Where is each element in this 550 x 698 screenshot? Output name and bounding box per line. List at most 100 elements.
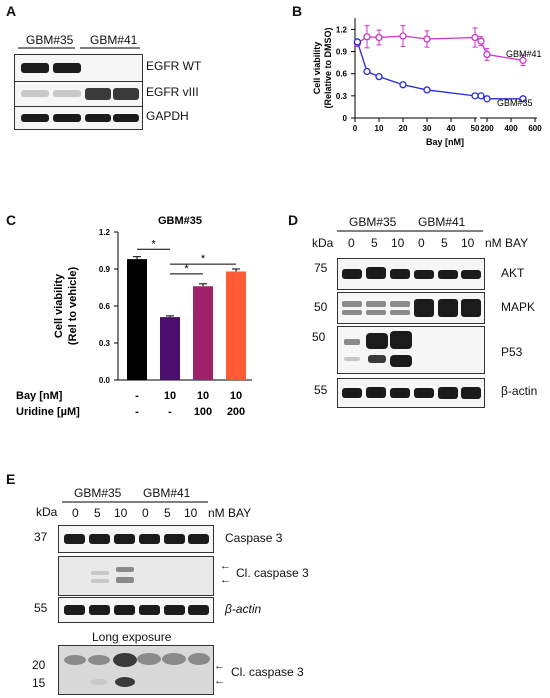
panel-c-bar-chart: GBM#35 0.0 0.3 0.6 0.9 1.2 Cell viability (Rel … [16, 215, 252, 418]
panel-b-series-line [356, 41, 476, 97]
panel-e-group-1: GBM#35 [74, 486, 122, 500]
panel-e-row-cl-caspase3: Cl. caspase 3 [236, 566, 309, 580]
panel-d-marker-75: 75 [314, 261, 328, 275]
panel-e-marker-37: 37 [34, 530, 48, 544]
panel-e-dose-4: 0 [142, 506, 149, 520]
panel-d-blot-akt [337, 258, 485, 290]
panel-b-data-point [477, 37, 485, 45]
panel-b-line-chart: 0 0.3 0.6 0.9 1.2 0 10 20 30 40 50 200 400 600 Bay [nM… [312, 18, 542, 147]
panel-a-group-1: GBM#35 [26, 33, 74, 47]
panel-e-letter: E [6, 471, 16, 487]
panel-b-data-point [353, 38, 362, 46]
panel-c-y-tick-label: 0.9 [99, 265, 111, 274]
panel-b-y-label: Cell viability(Relative to DMSO) [312, 27, 333, 108]
panel-b-data-point [483, 95, 491, 103]
panel-e-marker-20: 20 [32, 658, 46, 672]
panel-a-row-egfr-wt: EGFR WT [146, 59, 202, 73]
panel-d-dose-4: 0 [418, 236, 425, 250]
panel-b-y-tick-label: 0.3 [336, 92, 348, 101]
panel-c-bay-value: 10 [164, 390, 176, 402]
panel-a-blot-egfr-wt [14, 54, 143, 82]
panel-d-row-p53: P53 [501, 345, 523, 359]
panel-d-dose-unit: nM BAY [485, 236, 529, 250]
panel-e-group-lines [62, 501, 208, 503]
panel-b-data-point [363, 67, 371, 76]
panel-e-dose-1: 0 [72, 506, 79, 520]
panel-d-blot-actin [337, 378, 485, 408]
panel-e-arrow-1: ← [220, 560, 231, 572]
panel-e-arrow-2: ← [220, 574, 231, 586]
panel-c-sig-star: * [201, 253, 206, 265]
panel-b-x-tick-label: 20 [399, 124, 408, 133]
panel-d-letter: D [288, 212, 299, 228]
panel-d-group-lines [337, 230, 483, 232]
panel-e-marker-55: 55 [34, 601, 48, 615]
panel-b-letter: B [292, 3, 303, 19]
panel-c-row-label-bay: Bay [nM] [16, 390, 63, 402]
panel-b-data-point [363, 33, 371, 41]
panel-c-uridine-value: 100 [194, 406, 212, 418]
panel-c-y-tick-label: 0.3 [99, 339, 111, 348]
panel-e-dose-2: 5 [94, 506, 101, 520]
panel-d-group-2: GBM#41 [418, 215, 466, 229]
panel-d-row-mapk: MAPK [501, 300, 536, 314]
panel-c-bay-value: 10 [197, 390, 209, 402]
panel-e-long-exposure-label: Long exposure [92, 630, 172, 644]
panel-b-y-tick-label: 1.2 [336, 25, 348, 34]
panel-e-row-caspase3: Caspase 3 [225, 531, 283, 545]
panel-b-series-label-gbm35: GBM#35 [497, 98, 533, 108]
panel-d-dose-3: 10 [391, 236, 405, 250]
panel-b-x-label: Bay [nM] [426, 137, 464, 147]
panel-c-bay-value: 10 [230, 390, 242, 402]
panel-e-blot-caspase3 [58, 525, 214, 553]
panel-e-dose-6: 10 [184, 506, 198, 520]
panel-c-y-label: Cell viability (Rel to vehicle) [53, 267, 79, 346]
panel-d-dose-2: 5 [371, 236, 378, 250]
panel-c-bar [226, 271, 246, 380]
panel-c-bay-value: - [135, 390, 139, 402]
panel-c-letter: C [6, 212, 17, 228]
panel-a-group-lines [18, 47, 140, 49]
panel-c-uridine-value: - [168, 406, 172, 418]
panel-e-blot-long-exposure [58, 645, 214, 695]
panel-d-dose-5: 5 [441, 236, 448, 250]
panel-c-bar [160, 317, 180, 380]
panel-a-row-gapdh: GAPDH [146, 109, 189, 123]
panel-b-x-tick-label: 0 [353, 124, 358, 133]
panel-a-row-egfr-viii: EGFR vIII [146, 85, 199, 99]
panel-b-data-point [375, 72, 383, 81]
panel-d-row-akt: AKT [501, 266, 525, 280]
panel-b-y-tick-label: 0.6 [336, 70, 348, 79]
panel-c-bar [127, 259, 147, 380]
panel-c-uridine-value: 200 [227, 406, 245, 418]
panel-b-data-point [399, 81, 407, 89]
panel-a-blot-egfr-viii [14, 81, 143, 107]
panel-d-marker-55: 55 [314, 383, 328, 397]
panel-a-blot-gapdh [14, 106, 143, 130]
panel-c-y-tick-label: 0.0 [99, 376, 111, 385]
panel-c-bar [193, 286, 213, 380]
panel-b-data-point [423, 35, 431, 43]
panel-d-blot-mapk [337, 292, 485, 324]
panel-e-dose-unit: nM BAY [208, 506, 252, 520]
panel-d-blot-p53 [337, 326, 485, 374]
panel-e-dose-3: 10 [114, 506, 128, 520]
panel-d-marker-50a: 50 [314, 300, 328, 314]
panel-e-blot-cl-caspase3 [58, 556, 214, 596]
panel-a-letter: A [6, 3, 17, 19]
panel-b-data-point [375, 33, 383, 42]
panel-b-data-point [423, 86, 431, 94]
panel-e-row-actin: β-actin [225, 602, 262, 616]
panel-b-x-tick-label: 30 [423, 124, 432, 133]
panel-b-series-label-gbm41: GBM#41 [506, 49, 542, 59]
panel-e-arrow-4: ← [214, 675, 225, 687]
panel-d-dose-1: 0 [348, 236, 355, 250]
panel-e-dose-5: 5 [164, 506, 171, 520]
panel-b-x-tick-label: 50 [471, 124, 480, 133]
panel-b-y-tick-label: 0 [343, 114, 348, 123]
panel-b-data-point [471, 33, 479, 42]
panel-a-group-2: GBM#41 [90, 33, 138, 47]
panel-c-uridine-value: - [135, 406, 139, 418]
panel-b-data-point [483, 50, 491, 59]
panel-b-x-tick-label: 10 [375, 124, 384, 133]
